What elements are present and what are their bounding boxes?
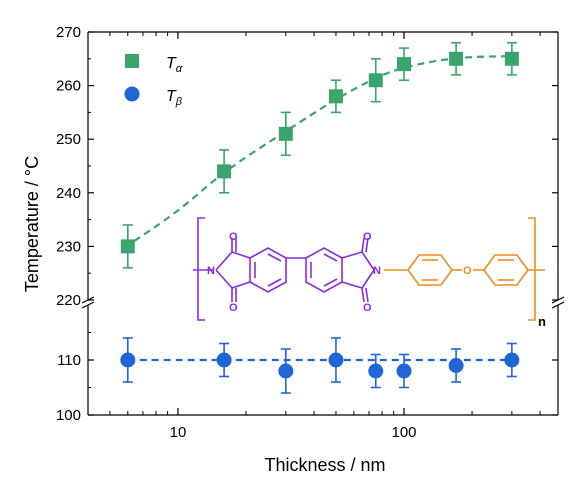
y-axis-title: Temperature / °C [22,156,42,292]
y-tick-label: 260 [56,78,81,95]
atom-o-bottom-left: O [229,302,238,314]
atom-o-ether: O [463,265,472,277]
axis-break-mark-left-lower [81,301,95,309]
axis-break-mark-right-lower [551,301,565,309]
y-tick-label: 100 [56,407,81,424]
legend-marker-t-beta [124,86,140,102]
data-point-series-1 [448,358,464,373]
atom-o-top-left: O [229,231,238,243]
data-point-series-1 [216,352,232,368]
legend-marker-t-alpha [125,54,139,68]
atom-n-right: N [373,265,381,277]
y-tick-label: 250 [56,131,81,148]
markers [120,51,520,379]
atom-o-bottom-right: O [363,302,372,314]
atom-n-left: N [207,265,215,277]
legend: Tα Tβ [124,54,183,108]
x-axis-title: Thickness / nm [264,455,385,475]
axes: 220 230 240 250 260 270 100 110 10 100 [56,24,565,441]
repeat-unit-n: n [538,314,546,329]
y-tick-label: 240 [56,185,81,202]
data-point-series-0 [368,73,383,88]
data-point-series-0 [397,57,412,72]
legend-label-t-beta: Tβ [166,88,183,108]
data-point-series-0 [504,51,519,66]
data-point-series-0 [120,239,135,254]
data-point-series-1 [278,363,294,379]
fit-line-series-0 [133,55,512,242]
x-tick-label: 100 [391,424,416,441]
data-point-series-0 [328,89,343,104]
y-tick-label: 270 [56,24,81,41]
data-point-series-1 [328,352,344,368]
polyimide-structure: N O O N O O O n [193,217,546,329]
fit-lines [127,55,512,362]
legend-label-t-alpha: Tα [166,55,183,75]
y-tick-label: 110 [57,352,81,369]
data-point-series-0 [449,51,464,66]
data-point-series-1 [504,352,520,368]
atom-o-top-right: O [363,231,372,243]
y-tick-label: 230 [56,238,81,255]
data-point-series-0 [217,164,232,179]
y-tick-label: 220 [56,292,81,309]
data-point-series-0 [278,126,293,141]
x-tick-label: 10 [170,424,187,441]
data-point-series-1 [368,363,384,379]
data-point-series-1 [120,352,136,368]
data-point-series-1 [396,363,412,379]
